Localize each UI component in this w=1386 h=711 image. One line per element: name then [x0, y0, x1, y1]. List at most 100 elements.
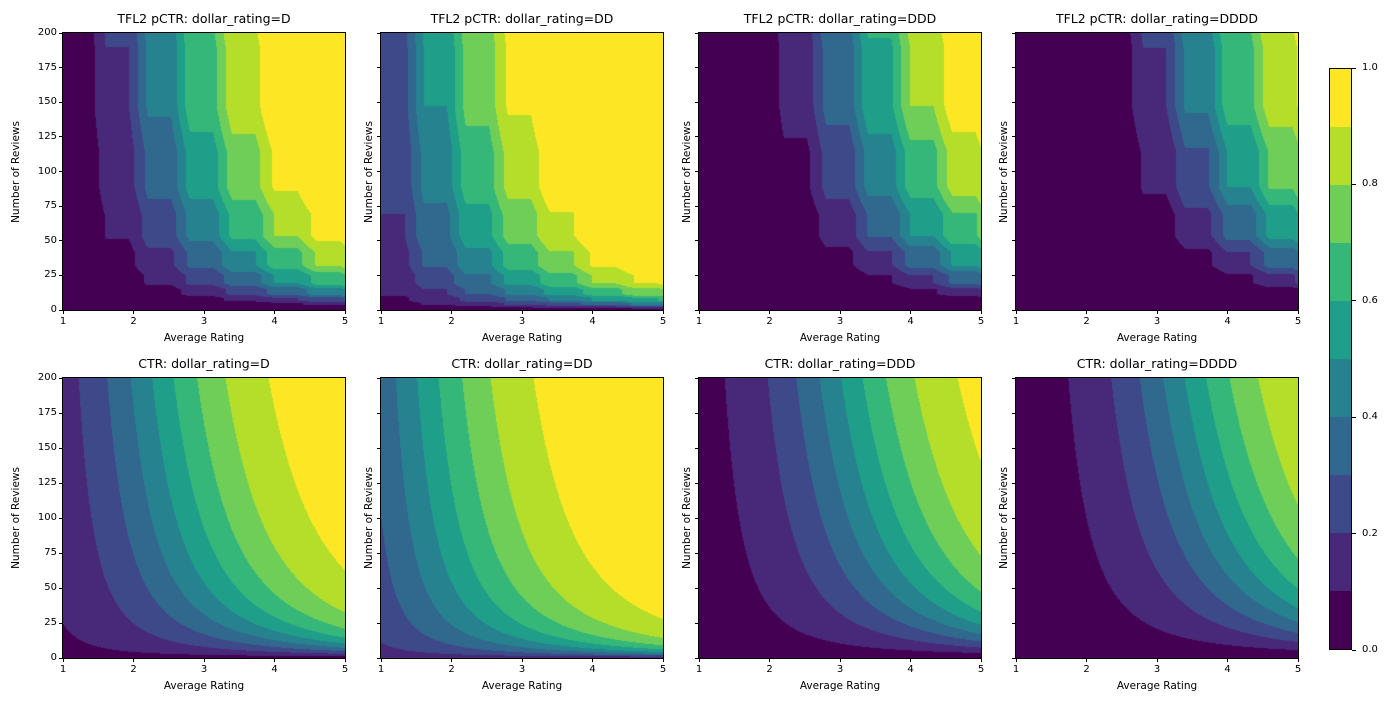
x-tick-label: 2	[766, 316, 773, 327]
y-axis-label: Number of Reviews	[681, 120, 693, 223]
x-tick-mark	[344, 658, 346, 662]
y-tick-mark	[377, 622, 381, 624]
y-tick-mark	[377, 482, 381, 484]
y-tick-mark	[59, 587, 63, 589]
y-axis-label-wrap: Number of Reviews	[362, 378, 376, 658]
y-tick-mark	[1012, 101, 1016, 103]
contour-canvas	[1016, 378, 1298, 658]
x-tick-mark	[910, 310, 911, 314]
y-tick-mark	[695, 136, 699, 138]
x-tick-label: 5	[1294, 316, 1302, 327]
y-tick-label: 50	[44, 234, 57, 246]
y-tick-label: 125	[37, 130, 57, 142]
x-tick-label: 3	[836, 316, 844, 327]
contour-canvas	[699, 33, 981, 310]
y-tick-mark	[377, 447, 381, 449]
y-tick-mark	[59, 171, 63, 172]
y-tick-label: 75	[44, 200, 57, 212]
x-tick-mark	[344, 310, 346, 314]
y-tick-mark	[695, 447, 699, 449]
x-tick-label: 1	[1012, 316, 1020, 327]
colorbar-tick-label: 1.0	[1362, 62, 1378, 73]
x-tick-mark	[62, 658, 64, 662]
x-tick-mark	[274, 658, 275, 662]
y-tick-mark	[59, 482, 63, 484]
x-tick-label: 1	[1012, 664, 1020, 675]
y-tick-mark	[695, 587, 699, 589]
x-tick-label: 2	[766, 664, 773, 675]
y-tick-mark	[695, 274, 699, 276]
x-tick-mark	[521, 658, 523, 662]
subplot: TFL2 pCTR: dollar_rating=DD 1 2 3 4 5 Average …	[363, 11, 666, 344]
x-tick-label: 2	[130, 664, 137, 675]
y-tick-mark	[1012, 587, 1016, 589]
x-tick-mark	[203, 658, 205, 662]
contour-canvas	[381, 33, 663, 310]
x-tick-mark	[769, 658, 770, 662]
y-tick-mark	[377, 136, 381, 138]
y-tick-mark	[377, 517, 381, 519]
subplot: CTR: dollar_rating=DDD 1 2 3 4 5 Average Ratin…	[681, 356, 984, 692]
y-axis-label: Number of Reviews	[10, 467, 22, 569]
x-tick-mark	[521, 310, 523, 314]
y-tick-mark	[1012, 32, 1016, 34]
y-axis-label-wrap: Number of Reviews	[997, 378, 1011, 658]
y-tick-mark	[377, 240, 381, 242]
contour-canvas	[699, 378, 981, 658]
x-tick-label: 5	[659, 316, 667, 327]
x-tick-mark	[380, 310, 382, 314]
x-tick-label: 3	[518, 664, 526, 675]
y-tick-label: 100	[37, 512, 57, 523]
x-tick-mark	[133, 658, 134, 662]
y-tick-mark	[59, 32, 63, 34]
y-tick-mark	[1012, 240, 1016, 242]
y-tick-mark	[59, 412, 63, 414]
x-tick-mark	[274, 310, 275, 314]
colorbar-tick-mark	[1352, 183, 1356, 185]
colorbar-tick-label: 0.0	[1362, 644, 1378, 655]
y-tick-label: 125	[37, 477, 57, 488]
x-tick-mark	[1015, 658, 1017, 662]
y-axis-label: Number of Reviews	[10, 120, 22, 223]
y-axis-label-wrap: Number of Reviews	[997, 33, 1011, 310]
y-tick-mark	[59, 101, 63, 103]
y-tick-label: 25	[44, 617, 57, 628]
y-tick-label: 175	[37, 407, 57, 418]
colorbar-tick-label: 0.4	[1362, 411, 1378, 423]
x-tick-mark	[1227, 310, 1228, 314]
y-tick-label: 100	[37, 165, 57, 177]
x-tick-label: 5	[341, 316, 349, 327]
y-tick-mark	[695, 240, 699, 242]
x-axis-label: Average Rating	[481, 332, 563, 344]
y-tick-mark	[695, 32, 699, 34]
y-tick-mark	[1012, 412, 1016, 414]
x-tick-mark	[203, 310, 205, 314]
x-tick-mark	[1156, 658, 1158, 662]
y-tick-mark	[59, 309, 63, 311]
y-tick-mark	[1012, 136, 1016, 138]
y-tick-mark	[59, 657, 63, 659]
x-tick-mark	[451, 310, 452, 314]
y-tick-mark	[59, 240, 63, 242]
y-axis-label-wrap: Number of Reviews	[680, 33, 694, 310]
x-tick-label: 2	[130, 316, 137, 327]
y-axis-label-wrap: Number of Reviews	[9, 33, 23, 310]
subplot-title: CTR: dollar_rating=DDD	[764, 356, 916, 371]
x-tick-label: 1	[377, 316, 385, 327]
y-tick-mark	[59, 377, 63, 379]
subplot-title: TFL2 pCTR: dollar_rating=D	[117, 11, 291, 26]
x-tick-label: 4	[907, 316, 914, 327]
x-tick-mark	[662, 310, 664, 314]
x-tick-mark	[980, 310, 982, 314]
colorbar-tick-mark	[1352, 533, 1356, 535]
y-tick-mark	[695, 101, 699, 103]
colorbar-tick-label: 0.2	[1362, 527, 1378, 539]
colorbar-tick-mark	[1352, 300, 1356, 302]
y-tick-mark	[377, 412, 381, 414]
x-tick-label: 2	[448, 664, 455, 675]
y-axis-label: Number of Reviews	[681, 467, 693, 569]
x-tick-label: 5	[977, 664, 985, 675]
x-tick-label: 5	[659, 664, 667, 675]
y-tick-mark	[59, 274, 63, 276]
x-tick-label: 3	[836, 664, 844, 675]
